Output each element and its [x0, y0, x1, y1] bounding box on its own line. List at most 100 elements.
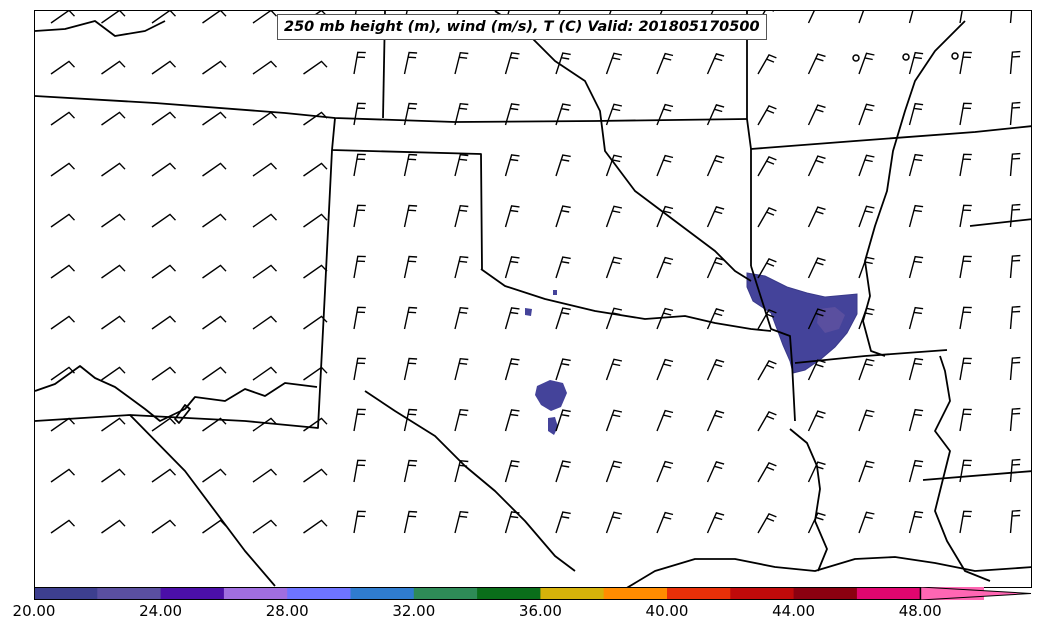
- colorbar-segment: [160, 587, 225, 600]
- wind-barb: [151, 111, 177, 126]
- wind-barb: [908, 306, 924, 330]
- wind-barb: [303, 60, 328, 75]
- wind-barb: [959, 255, 972, 279]
- wind-barb: [858, 307, 875, 330]
- colorbar-tick-label: 28.00: [265, 602, 309, 620]
- wind-barb: [454, 408, 469, 432]
- red-river: [480, 268, 772, 332]
- colorbar-segment: [350, 587, 415, 600]
- shaded-region-dot-2: [553, 290, 557, 295]
- wind-barb: [202, 315, 227, 330]
- colorbar-segment: [34, 587, 98, 600]
- wind-barb: [807, 104, 826, 126]
- wind-barb: [605, 409, 623, 432]
- wind-barb: [303, 264, 328, 279]
- temperature-shading: [525, 272, 858, 435]
- wind-barb: [353, 408, 366, 432]
- wind-barb: [151, 366, 177, 381]
- wind-barb: [1009, 356, 1021, 381]
- shaded-region-texas-dot: [525, 308, 532, 316]
- map-canvas: [35, 11, 1031, 587]
- wind-barb: [908, 357, 924, 381]
- wind-barb: [403, 459, 418, 483]
- wind-barb: [252, 417, 278, 432]
- wind-barb: [858, 256, 875, 279]
- wind-barb: [605, 256, 623, 279]
- wind-barb: [202, 519, 227, 534]
- wind-barb: [353, 153, 366, 177]
- arkansas-louisiana-border: [750, 265, 796, 422]
- oklahoma-arkansas-border: [746, 11, 752, 266]
- wind-barb: [656, 409, 674, 432]
- small-lake: [174, 404, 191, 424]
- wind-barb: [50, 213, 76, 228]
- wind-barb: [504, 205, 520, 228]
- colorbar-tick-label: 40.00: [645, 602, 689, 620]
- colorbar-segment: [413, 587, 478, 600]
- wind-barb: [706, 461, 725, 483]
- wind-barb: [504, 511, 520, 534]
- wind-barb: [807, 461, 826, 483]
- wind-barb: [252, 315, 278, 330]
- map-frame: [34, 10, 1032, 588]
- shaded-region-arklatex-inner: [817, 307, 845, 333]
- wind-barb: [959, 51, 972, 75]
- wind-barb: [151, 213, 177, 228]
- wind-barb: [757, 513, 777, 534]
- colorbar-segment: [667, 587, 731, 600]
- wind-barb: [908, 102, 924, 126]
- wind-barb: [706, 308, 725, 330]
- wind-barb: [353, 51, 366, 75]
- wind-barb: [555, 358, 571, 381]
- wind-barb: [656, 358, 674, 381]
- wind-barb: [202, 213, 227, 228]
- kansas-oklahoma-border: [35, 95, 748, 123]
- colorbar-segment: [477, 587, 541, 600]
- wind-barb: [807, 155, 826, 177]
- wind-barb: [454, 102, 469, 126]
- colorbar-tick-label: 36.00: [518, 602, 562, 620]
- wind-barb: [656, 256, 674, 279]
- wind-barb: [605, 358, 623, 381]
- wind-barb: [101, 315, 126, 330]
- wind-barb: [555, 511, 571, 534]
- wind-barb: [50, 162, 76, 177]
- wind-barb: [959, 510, 972, 534]
- colorbar-tick-label: 48.00: [898, 602, 942, 620]
- wind-barb: [706, 359, 725, 381]
- wind-barb: [101, 60, 126, 75]
- wind-barb: [656, 52, 674, 75]
- wind-barb: [353, 255, 366, 279]
- wind-barb: [757, 309, 777, 330]
- wind-barb: [504, 103, 520, 126]
- wind-barb: [151, 264, 177, 279]
- colorbar-tick-label: 20.00: [12, 602, 56, 620]
- wind-barb: [50, 315, 76, 330]
- louisiana-southern-border: [922, 470, 1031, 481]
- wind-barb: [202, 468, 227, 483]
- shaded-region-texas: [535, 380, 567, 411]
- wind-barb: [959, 459, 972, 483]
- wind-barb: [202, 366, 227, 381]
- wind-barb: [807, 11, 815, 24]
- wind-barb: [959, 11, 963, 24]
- texas-louisiana-river: [789, 428, 828, 572]
- wind-barb: [101, 366, 126, 381]
- panhandle-border: [331, 117, 483, 270]
- wind-barb: [858, 103, 875, 126]
- wind-barb: [858, 52, 875, 75]
- wind-barb: [202, 11, 227, 24]
- wind-barb: [353, 102, 366, 126]
- wind-barb: [454, 204, 469, 228]
- wind-barb: [656, 511, 674, 534]
- wind-barb: [555, 154, 571, 177]
- wind-barb: [807, 512, 826, 534]
- colorbar-segment: [730, 587, 795, 600]
- wind-barb: [101, 417, 126, 432]
- wind-barb: [656, 103, 674, 126]
- wind-barb: [908, 408, 924, 432]
- wind-barb: [807, 410, 826, 432]
- wind-barb: [706, 155, 725, 177]
- wind-barb: [454, 51, 469, 75]
- wind-barb: [1009, 305, 1021, 330]
